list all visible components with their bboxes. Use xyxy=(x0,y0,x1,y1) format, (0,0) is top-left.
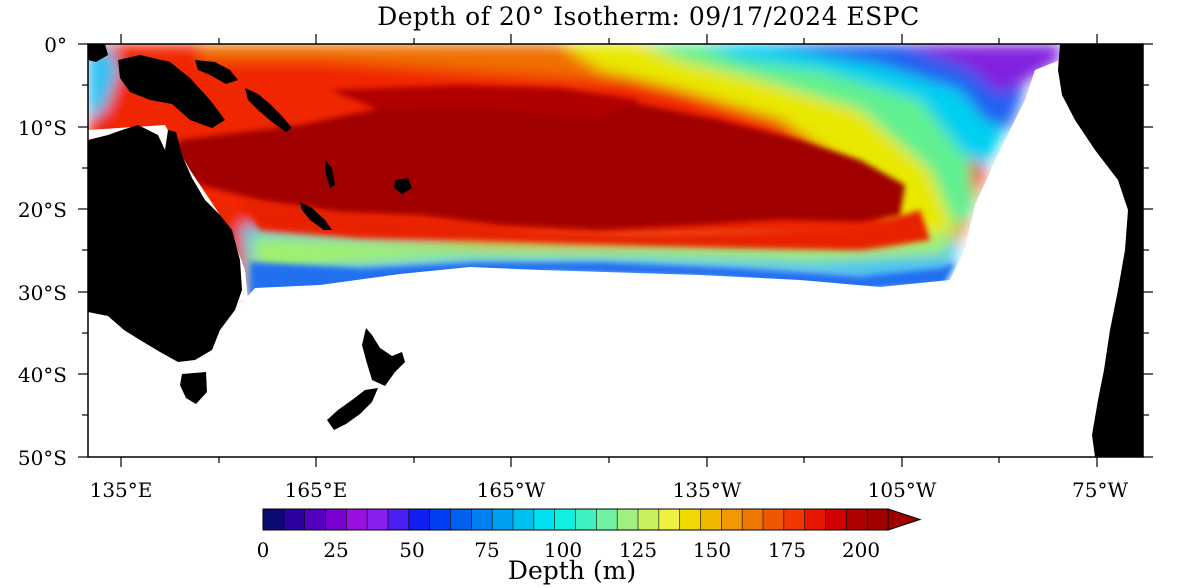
colorbar-cell xyxy=(283,508,306,531)
land-tasmania xyxy=(180,372,207,404)
colorbar-cell xyxy=(408,508,431,531)
x-tick-label-75w: 75°W xyxy=(1071,478,1129,502)
field-orange-north xyxy=(200,44,640,80)
land-new-britain xyxy=(195,60,238,84)
colorbar-cell xyxy=(554,508,577,531)
colorbar-cell xyxy=(658,508,681,531)
colorbar-extend-arrow xyxy=(887,508,922,531)
land-vanuatu xyxy=(325,160,335,188)
y-tick-marks xyxy=(78,43,1153,458)
land-borneo-edge xyxy=(88,44,108,62)
colorbar-cell xyxy=(866,508,889,531)
x-tick-label-135e: 135°E xyxy=(89,478,153,502)
field-purple-east xyxy=(900,44,1060,95)
colorbar-cell xyxy=(262,508,285,531)
x-tick-marks xyxy=(120,34,1098,467)
x-tick-label-135w: 135°W xyxy=(672,478,742,502)
y-tick-label-40s: 40°S xyxy=(17,363,67,387)
colorbar-title: Depth (m) xyxy=(507,556,637,585)
colorbar-label-75: 75 xyxy=(474,538,500,562)
colorbar-label-175: 175 xyxy=(767,538,807,562)
colorbar-label-50: 50 xyxy=(399,538,425,562)
land-masses xyxy=(88,44,1143,457)
colorbar-label-200: 200 xyxy=(841,538,881,562)
colorbar-cell xyxy=(596,508,618,531)
colorbar-cell xyxy=(804,508,827,531)
y-tick-label-10s: 10°S xyxy=(17,116,67,140)
colorbar-cell xyxy=(762,508,785,531)
colorbar-label-100: 100 xyxy=(543,538,583,562)
colorbar-cell xyxy=(346,508,368,531)
colorbar-label-125: 125 xyxy=(618,538,658,562)
colorbar-frame xyxy=(262,508,889,531)
colorbar-cell xyxy=(512,508,535,531)
colorbar-cell xyxy=(741,508,764,531)
y-tick-label-0: 0° xyxy=(44,33,67,57)
field-deep-core xyxy=(170,92,905,230)
y-tick-label-50s: 50°S xyxy=(17,446,67,470)
colorbar-cell xyxy=(471,508,493,531)
x-tick-label-105w: 105°W xyxy=(867,478,937,502)
colorbar-cell xyxy=(304,508,327,531)
x-tick-label-165e: 165°E xyxy=(284,478,348,502)
land-south-america xyxy=(1058,44,1143,457)
colorbar-cell xyxy=(700,508,723,531)
colorbar-label-25: 25 xyxy=(323,538,349,562)
field-western-warm-pool-cyan xyxy=(88,48,120,120)
y-tick-label-20s: 20°S xyxy=(17,198,67,222)
isotherm-depth-field xyxy=(88,44,1060,457)
colorbar-cell xyxy=(637,508,660,531)
colorbar-cell xyxy=(450,508,473,531)
colorbar-cell xyxy=(721,508,743,531)
colorbar-cell xyxy=(533,508,556,531)
land-australia xyxy=(88,125,242,362)
y-tick-label-30s: 30°S xyxy=(17,281,67,305)
colorbar-cell xyxy=(575,508,598,531)
colorbar-cell xyxy=(491,508,514,531)
land-new-guinea xyxy=(118,55,225,128)
field-southern-green xyxy=(250,228,955,278)
colorbar-cell xyxy=(429,508,452,531)
field-red-band xyxy=(240,200,930,250)
colorbar xyxy=(262,508,889,531)
field-deep-core-upper xyxy=(330,85,640,118)
colorbar-cell xyxy=(387,508,410,531)
colorbar-label-0: 0 xyxy=(256,538,270,562)
colorbar-cell xyxy=(679,508,702,531)
land-new-caledonia xyxy=(300,202,332,230)
colorbar-cell xyxy=(783,508,806,531)
map-title: Depth of 20° Isotherm: 09/17/2024 ESPC xyxy=(377,2,920,31)
colorbar-cell xyxy=(325,508,348,531)
colorbar-label-150: 150 xyxy=(692,538,732,562)
colorbar-cell xyxy=(846,508,868,531)
colorbar-cell xyxy=(825,508,848,531)
land-solomon-islands xyxy=(245,88,292,132)
land-fiji xyxy=(394,178,412,194)
land-new-zealand-south xyxy=(327,388,378,430)
no-data-region-south xyxy=(88,60,1060,457)
land-new-zealand-north xyxy=(362,328,405,386)
colorbar-cell xyxy=(366,508,389,531)
colorbar-cell xyxy=(616,508,639,531)
x-tick-label-165w: 165°W xyxy=(476,478,546,502)
